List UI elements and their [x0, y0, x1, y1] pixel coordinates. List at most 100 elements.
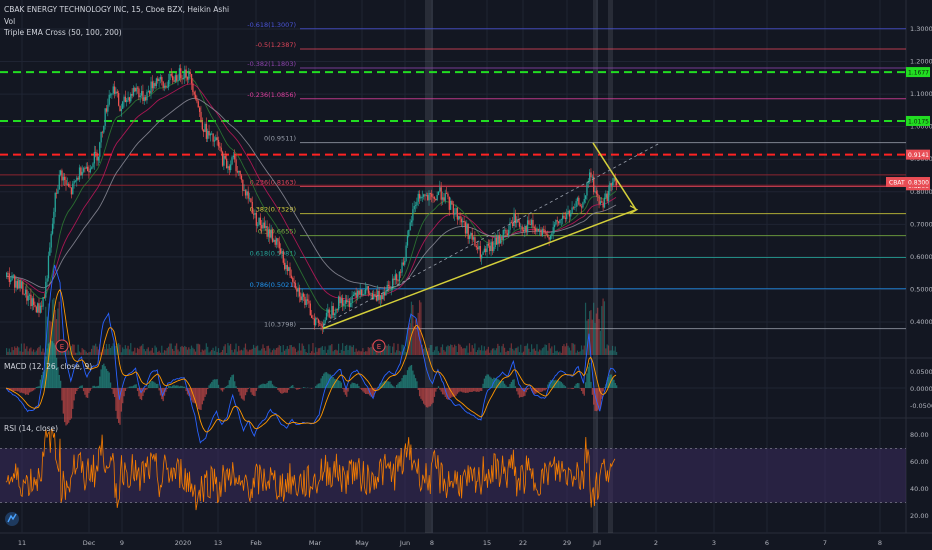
volume-bar: [606, 344, 608, 355]
macd-pane[interactable]: [0, 264, 906, 444]
ema-label[interactable]: Triple EMA Cross (50, 100, 200): [3, 28, 122, 37]
volume-bar: [55, 319, 58, 355]
macd-histogram-bar: [200, 388, 202, 411]
candle-body: [262, 222, 264, 229]
macd-histogram-bar: [576, 382, 579, 388]
price-tick-label: 0.6000: [910, 253, 932, 261]
volume-bar: [475, 352, 477, 355]
macd-histogram-bar: [373, 388, 375, 397]
volume-bar: [474, 343, 476, 355]
volume-bar: [389, 345, 391, 355]
candle-body: [14, 275, 16, 288]
candle-body: [494, 237, 496, 248]
rising-trendline[interactable]: [322, 208, 637, 330]
volume-bar: [424, 347, 426, 355]
candle-body: [10, 280, 12, 282]
candle-body: [54, 192, 56, 212]
macd-histogram-bar: [406, 370, 409, 388]
fib-level-label: 1(0.3798): [264, 321, 296, 329]
level-tag[interactable]: [906, 115, 930, 126]
rsi-label[interactable]: RSI (14, close): [4, 424, 58, 433]
volume-bar: [177, 349, 179, 355]
rsi-pane[interactable]: [0, 429, 906, 511]
macd-histogram-bar: [598, 388, 600, 410]
candle-body: [153, 83, 155, 89]
volume-bar: [138, 349, 140, 355]
macd-histogram-bar: [177, 385, 179, 388]
volume-bar: [189, 349, 191, 355]
candle-body: [227, 166, 229, 169]
candle-body: [400, 271, 402, 273]
volume-bar: [463, 348, 465, 355]
tradingview-logo-icon[interactable]: [5, 512, 19, 526]
falling-trendline[interactable]: [592, 142, 637, 211]
candle-body: [557, 221, 560, 224]
volume-bar: [502, 343, 504, 355]
macd-histogram-bar: [444, 388, 446, 397]
current-price-tag[interactable]: [886, 177, 930, 188]
macd-histogram-bar: [41, 375, 43, 388]
macd-histogram-bar: [575, 383, 577, 388]
candle-body: [374, 294, 376, 296]
level-tag[interactable]: [906, 149, 930, 160]
macd-histogram-bar: [379, 383, 382, 388]
macd-line: [5, 264, 617, 444]
trend-arrow-head[interactable]: [629, 205, 639, 215]
fib-diagonal-line[interactable]: [322, 142, 661, 326]
volume-bar: [436, 346, 438, 355]
volume-bar: [211, 349, 213, 355]
earnings-marker[interactable]: E: [55, 339, 69, 353]
macd-label[interactable]: MACD (12, 26, close, 9): [4, 362, 92, 371]
macd-histogram-bar: [113, 388, 116, 398]
macd-histogram-bar: [180, 385, 182, 388]
candle-body: [49, 247, 51, 256]
candle-body: [502, 229, 504, 240]
macd-histogram-bar: [545, 388, 548, 390]
trend-drawings[interactable]: [322, 142, 661, 330]
earnings-marker[interactable]: E: [372, 339, 386, 353]
time-tick-label: 11: [18, 539, 26, 547]
volume-bar: [34, 352, 36, 355]
volume-bar: [319, 348, 321, 355]
macd-histogram-bar: [462, 388, 464, 393]
candle-body: [151, 81, 154, 89]
candle-body: [116, 91, 118, 94]
volume-bar: [230, 343, 232, 355]
volume-bar: [209, 351, 211, 355]
vol-label[interactable]: Vol: [4, 17, 15, 26]
candle-body: [497, 235, 499, 245]
volume-bar: [432, 352, 434, 355]
macd-histogram-bar: [347, 388, 349, 392]
fib-level-label: -0.236(1.0856): [247, 91, 296, 99]
level-tag-value: 1.0175: [908, 118, 929, 125]
candle-body: [552, 227, 554, 234]
volume-bar: [583, 345, 585, 355]
volume-bar: [460, 346, 463, 355]
macd-histogram-bar: [324, 372, 326, 388]
candle-body: [421, 196, 423, 198]
volume-bar: [328, 345, 330, 355]
candle-body: [58, 174, 60, 190]
macd-histogram-bar: [506, 386, 508, 388]
price-axis[interactable]: 1.30001.20001.10001.00000.90000.80000.70…: [886, 25, 932, 520]
candle-body: [586, 182, 588, 196]
candle-body: [433, 197, 436, 199]
time-tick-label: 22: [519, 539, 527, 547]
candle-body: [541, 229, 544, 237]
volume-bar: [14, 346, 16, 355]
level-tag[interactable]: [906, 67, 930, 78]
candle-body: [366, 286, 368, 289]
macd-histogram-bar: [139, 388, 141, 400]
macd-histogram-bar: [460, 388, 463, 392]
candle-body: [493, 247, 495, 252]
volume-bar: [547, 350, 549, 355]
volume-bar: [364, 351, 367, 355]
horizontal-levels[interactable]: [0, 71, 906, 186]
macd-histogram-bar: [436, 388, 438, 389]
time-axis[interactable]: 11 Dec 9 2020 13 Feb Mar May Jun 8 15 22 29 Jul 2 3 6 7 8: [18, 539, 882, 547]
macd-histogram-bar: [381, 383, 383, 388]
volume-bar: [72, 344, 74, 355]
volume-bar: [53, 297, 55, 355]
fibonacci-retracement[interactable]: -0.618(1.3007) -0.5(1.2387) -0.382(1.1803)…: [247, 21, 906, 330]
